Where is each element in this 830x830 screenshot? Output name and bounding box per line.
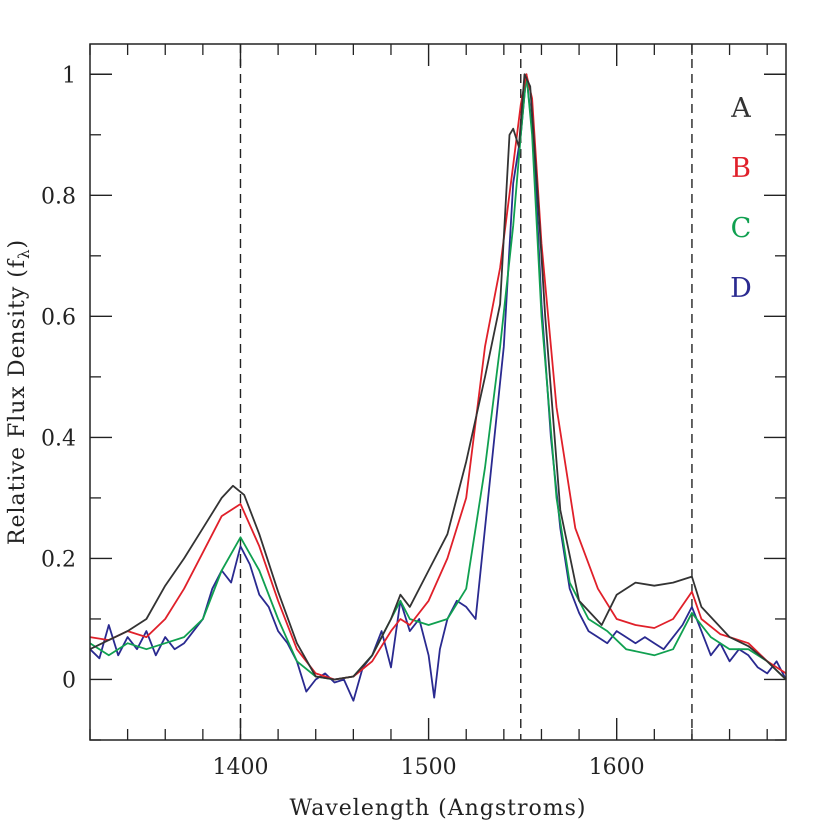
legend-entry-d: D (730, 273, 752, 304)
x-tick-label: 1500 (401, 755, 457, 780)
y-axis-label-sub: λ (15, 249, 33, 260)
y-axis-label-close: ) (5, 239, 30, 249)
y-axis-label-main: Relative Flux Density (f (5, 258, 30, 545)
y-tick-label: 0.4 (41, 426, 76, 451)
y-tick-label: 1 (62, 63, 76, 88)
y-tick-labels: 0 0.2 0.4 0.6 0.8 1 (41, 63, 76, 693)
x-tick-label: 1400 (212, 755, 268, 780)
series-line-d (89, 73, 787, 702)
minor-ticks (89, 44, 786, 741)
x-tick-labels: 1400 1500 1600 (212, 755, 644, 780)
plot-frame (89, 43, 787, 741)
series-line-b (89, 73, 787, 681)
legend-entry-b: B (731, 153, 751, 184)
y-tick-label: 0.2 (41, 547, 76, 572)
legend-entry-c: C (731, 213, 752, 244)
y-tick-label: 0.8 (41, 184, 76, 209)
reference-lines (239, 44, 693, 740)
legend-entry-a: A (730, 93, 751, 124)
series-lines (89, 73, 787, 702)
y-axis-label: Relative Flux Density (fλ) (5, 239, 33, 545)
x-axis-label: Wavelength (Angstroms) (290, 796, 587, 821)
y-tick-label: 0.6 (41, 305, 76, 330)
series-line-a (89, 73, 787, 681)
series-line-c (89, 73, 787, 681)
y-tick-label: 0 (62, 668, 76, 693)
x-tick-label: 1600 (589, 755, 645, 780)
